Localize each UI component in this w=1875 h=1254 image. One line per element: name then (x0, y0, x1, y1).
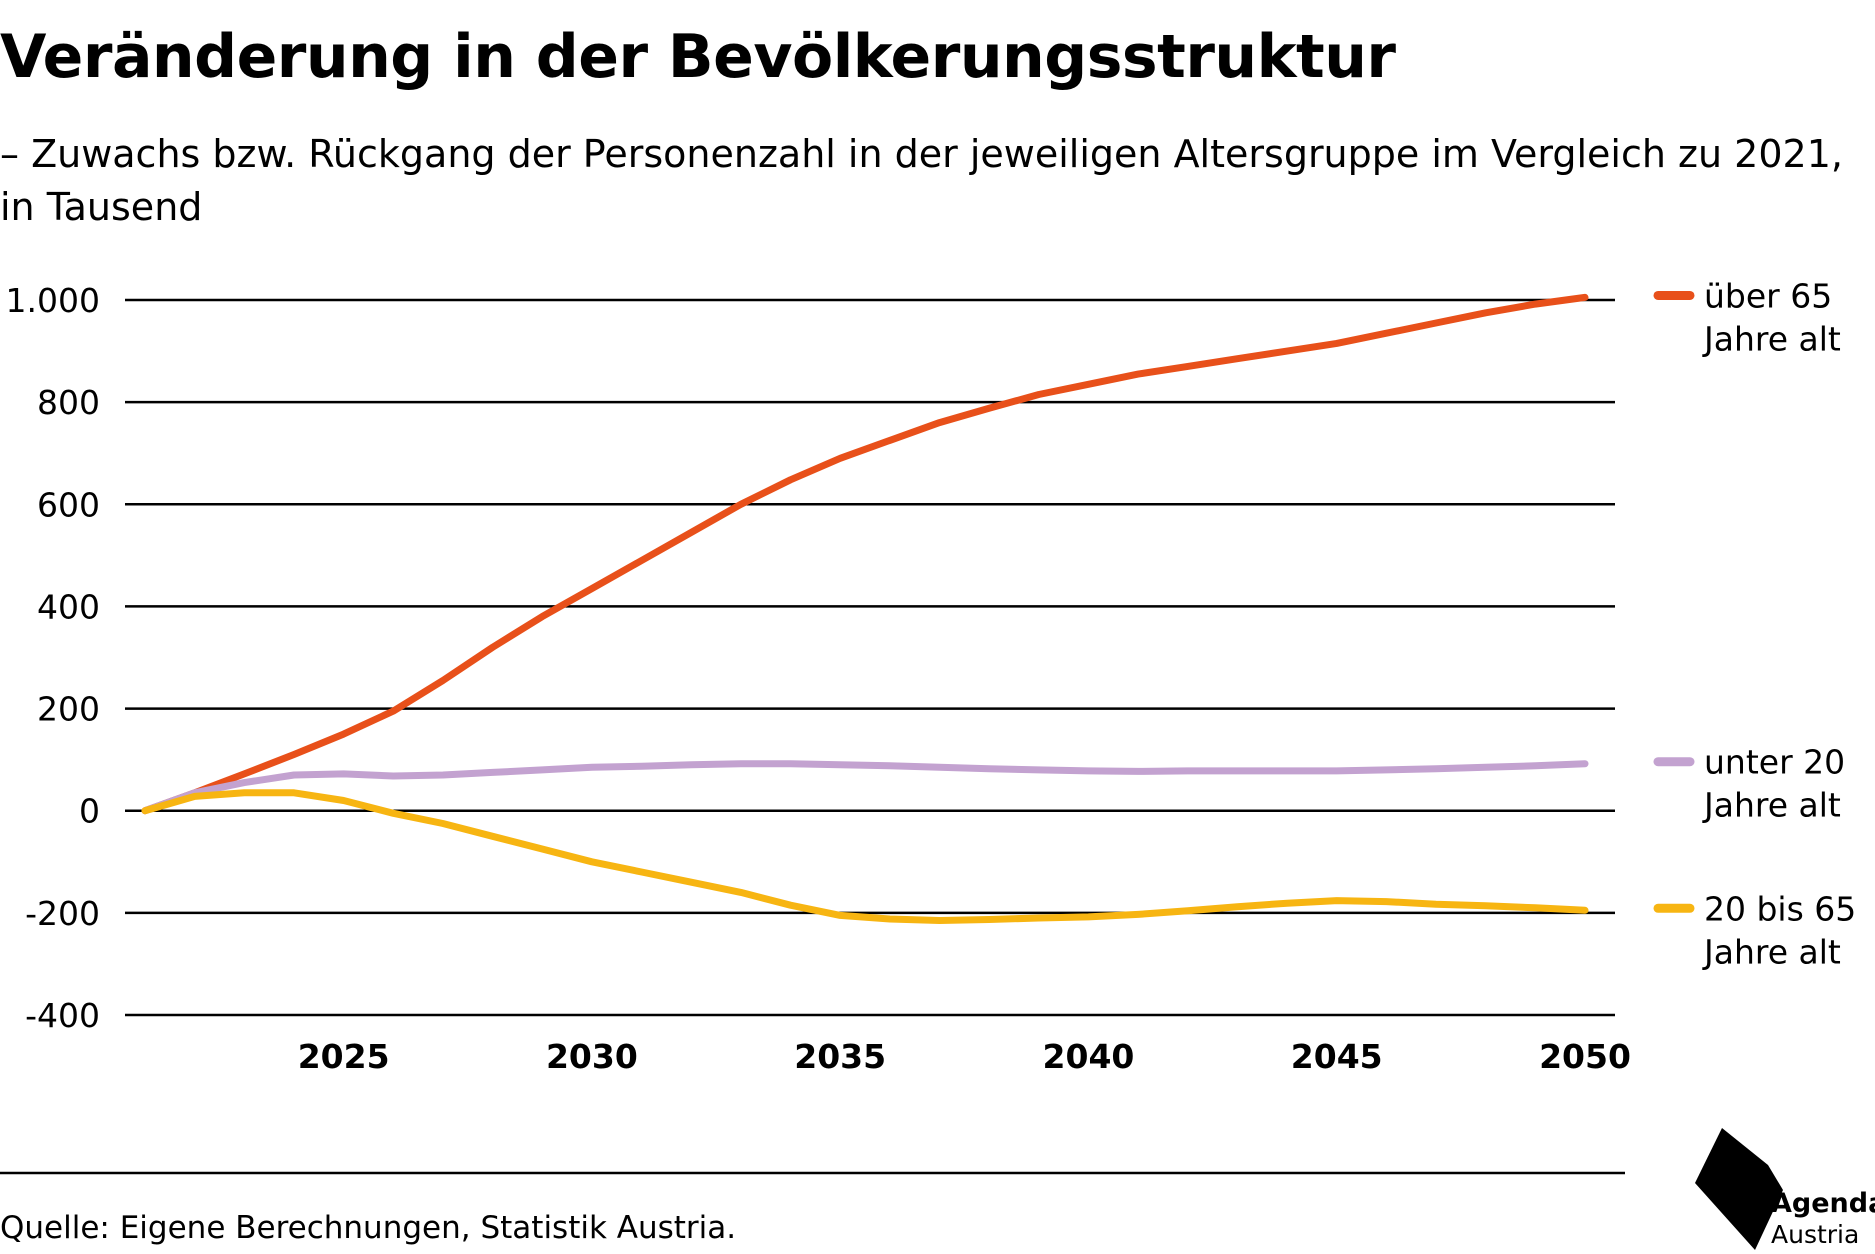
y-tick-label: -400 (25, 996, 100, 1035)
y-tick-label: 1.000 (6, 281, 100, 320)
source-note: Quelle: Eigene Berechnungen, Statistik A… (0, 1210, 737, 1246)
legend-label: 20 bis 65 (1704, 889, 1856, 928)
series-line (141, 789, 1589, 924)
y-tick-label: 0 (79, 792, 100, 831)
y-tick-label: 600 (37, 485, 100, 524)
legend-label: über 65 (1704, 276, 1832, 315)
logo-mark-icon: Agenda Austria (1695, 1128, 1875, 1250)
y-tick-label: 400 (37, 587, 100, 626)
logo-text-austria: Austria (1771, 1220, 1859, 1249)
logo-text-agenda: Agenda (1771, 1188, 1875, 1219)
series-line (141, 293, 1589, 815)
y-tick-label: 800 (37, 383, 100, 422)
legend-label: Jahre alt (1702, 786, 1841, 825)
y-tick-label: -200 (25, 894, 100, 933)
legend-label: Jahre alt (1702, 932, 1841, 971)
x-tick-label: 2045 (1291, 1037, 1383, 1076)
y-tick-label: 200 (37, 690, 100, 729)
x-tick-label: 2030 (546, 1037, 638, 1076)
legend-label: Jahre alt (1702, 319, 1841, 358)
chart-subtitle: – Zuwachs bzw. Rückgang der Personenzahl… (0, 132, 1843, 229)
x-tick-label: 2035 (794, 1037, 886, 1076)
series-line (141, 760, 1589, 815)
legend-label: unter 20 (1704, 743, 1845, 782)
x-tick-label: 2025 (298, 1037, 390, 1076)
chart-title: Veränderung in der Bevölkerungsstruktur (0, 22, 1396, 92)
x-tick-label: 2040 (1043, 1037, 1135, 1076)
agenda-austria-logo: Agenda Austria (1695, 1128, 1875, 1250)
x-tick-label: 2050 (1539, 1037, 1631, 1076)
